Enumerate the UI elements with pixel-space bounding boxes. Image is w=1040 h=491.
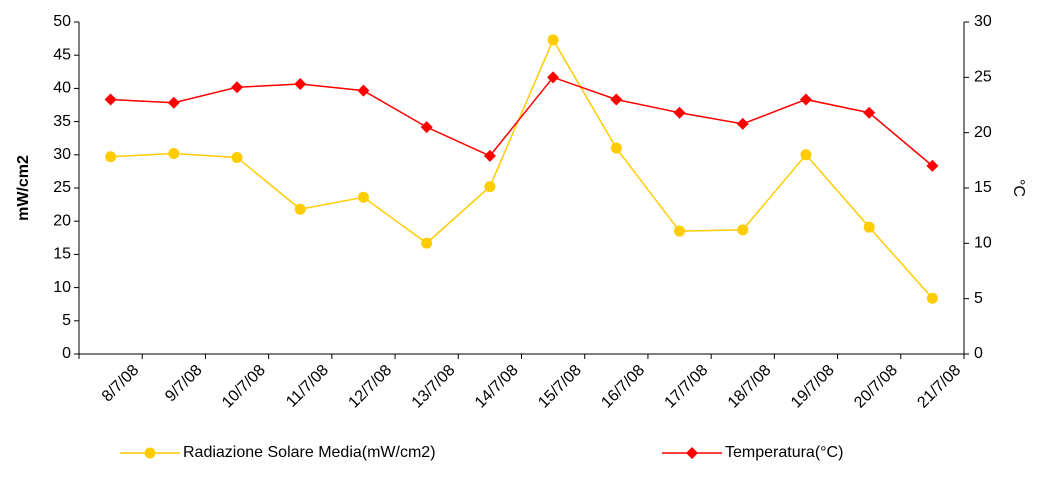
y-tick-label: 5 xyxy=(62,312,71,329)
data-point xyxy=(167,96,180,109)
data-point xyxy=(800,149,812,161)
data-point xyxy=(547,71,560,84)
x-tick-label: 19/7/08 xyxy=(788,362,838,412)
y-tick-label: 10 xyxy=(53,279,71,296)
data-point xyxy=(610,93,623,106)
data-point xyxy=(294,77,307,90)
data-point xyxy=(483,149,496,162)
y-tick-label: 0 xyxy=(62,345,71,362)
y-tick-label: 50 xyxy=(53,13,71,30)
x-tick-label: 13/7/08 xyxy=(409,362,459,412)
data-point xyxy=(420,121,433,134)
x-tick-label: 15/7/08 xyxy=(535,362,585,412)
data-point xyxy=(357,191,369,203)
y2-tick-label: 15 xyxy=(974,179,992,196)
data-point xyxy=(799,93,812,106)
x-tick-label: 9/7/08 xyxy=(162,362,206,406)
y-tick-label: 40 xyxy=(53,80,71,97)
series-line xyxy=(110,76,933,167)
data-point xyxy=(105,151,117,163)
data-point xyxy=(674,225,686,237)
data-point xyxy=(863,106,876,119)
y2-tick-label: 5 xyxy=(974,290,983,307)
y2-tick-label: 0 xyxy=(974,345,983,362)
y-tick-label: 45 xyxy=(53,46,71,63)
y2-tick-label: 30 xyxy=(974,13,992,30)
x-tick-label: 17/7/08 xyxy=(662,362,712,412)
x-tick-label: 21/7/08 xyxy=(914,362,964,412)
data-point xyxy=(926,159,939,172)
x-tick-label: 14/7/08 xyxy=(472,362,522,412)
data-point xyxy=(484,181,496,193)
legend-marker xyxy=(686,447,698,459)
x-tick-label: 8/7/08 xyxy=(99,362,143,406)
y-axis-title: mW/cm2 xyxy=(15,155,32,221)
y2-tick-label: 20 xyxy=(974,124,992,141)
y2-tick-label: 25 xyxy=(974,69,992,86)
y2-tick-label: 10 xyxy=(974,235,992,252)
y-tick-label: 15 xyxy=(53,246,71,263)
y-tick-label: 20 xyxy=(53,212,71,229)
x-tick-label: 18/7/08 xyxy=(725,362,775,412)
x-tick-label: 10/7/08 xyxy=(219,362,269,412)
data-point xyxy=(294,203,306,215)
data-point xyxy=(357,84,370,97)
legend-label: Temperatura(°C) xyxy=(725,444,843,461)
y-tick-label: 30 xyxy=(53,146,71,163)
legend-marker xyxy=(144,447,156,459)
data-point xyxy=(673,106,686,119)
y2-axis-title: °C xyxy=(1010,179,1027,197)
data-point xyxy=(231,151,243,163)
data-point xyxy=(231,81,244,94)
data-point xyxy=(104,93,117,106)
data-point xyxy=(421,237,433,249)
x-tick-label: 12/7/08 xyxy=(346,362,396,412)
data-point xyxy=(737,224,749,236)
x-tick-label: 20/7/08 xyxy=(851,362,901,412)
data-point xyxy=(610,142,622,154)
data-point xyxy=(547,34,559,46)
y-tick-label: 25 xyxy=(53,179,71,196)
series-line xyxy=(110,38,933,299)
y-tick-label: 35 xyxy=(53,113,71,130)
data-point xyxy=(926,292,938,304)
legend-label: Radiazione Solare Media(mW/cm2) xyxy=(183,444,436,461)
x-tick-label: 16/7/08 xyxy=(598,362,648,412)
x-tick-label: 11/7/08 xyxy=(283,362,332,411)
data-point xyxy=(736,117,749,130)
data-point xyxy=(168,147,180,159)
data-point xyxy=(863,221,875,233)
